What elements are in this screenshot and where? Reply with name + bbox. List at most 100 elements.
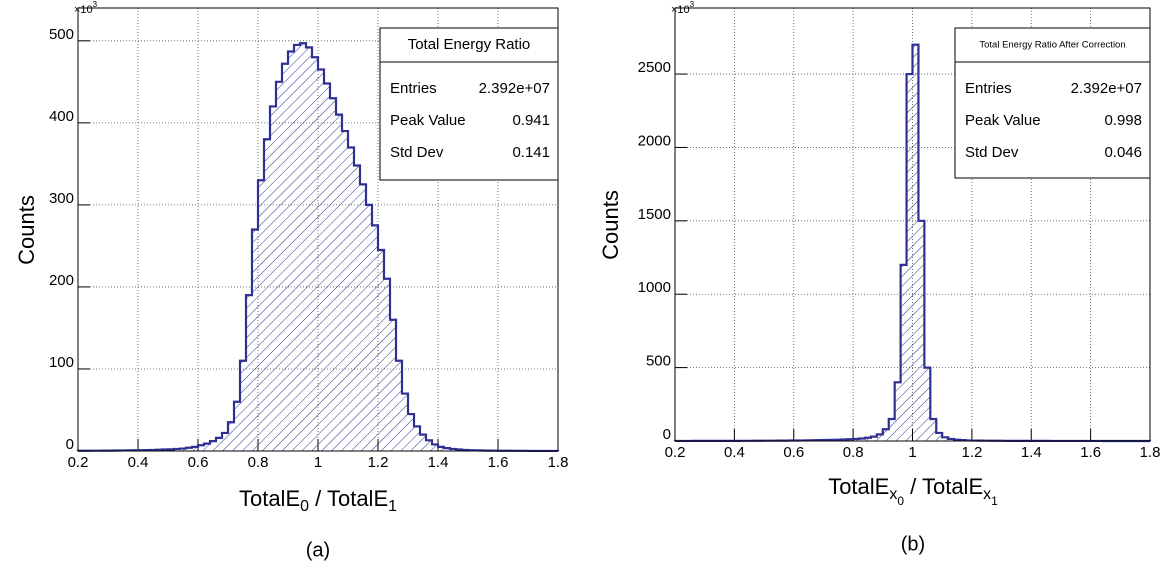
bar [180,448,186,451]
x-axis-label-part: 1 [991,494,998,508]
bar [384,278,390,451]
y-multiplier: ×103 [74,0,98,16]
stats-label: Std Dev [965,144,1019,161]
x-axis-label-part: x [983,486,991,503]
x-tick-label: 1.6 [488,454,509,471]
x-tick-label: 0.6 [783,444,804,461]
x-tick-label: 1.4 [1021,444,1042,461]
y-tick-label: 100 [49,354,74,371]
y-tick-label: 300 [49,190,74,207]
y-multiplier-base: ×10 [671,4,690,16]
bar [924,367,931,441]
stats-value: 0.941 [512,112,550,129]
x-tick-label: 1.2 [368,454,389,471]
stats-box [379,27,559,181]
bar [396,360,402,451]
bar [865,437,871,441]
x-tick-label: 1 [908,444,916,461]
x-axis-label: TotalE0 / TotalE1 [239,486,397,515]
x-tick-label: 0.8 [248,454,269,471]
stats-label: Entries [965,80,1012,97]
y-tick-label: 1000 [638,279,671,296]
bar [312,57,318,451]
bar [870,436,877,441]
bar [408,414,414,451]
y-axis-label: Counts [598,190,623,260]
x-tick-label: 0.8 [843,444,864,461]
x-tick-label: 0.2 [665,444,686,461]
y-tick-label: 1500 [638,206,671,223]
stats-value: 2.392e+07 [1071,80,1142,97]
bar [258,180,264,451]
plot-frame [674,7,1151,442]
y-multiplier-base: ×10 [74,4,93,16]
x-tick-label: 1.2 [961,444,982,461]
bar [420,434,426,451]
bar [378,250,384,451]
y-multiplier-exponent: 3 [93,0,98,9]
caption: (b) [901,533,925,555]
bar [444,448,450,451]
stats-label: Peak Value [965,112,1041,129]
x-tick-label: 1.4 [428,454,449,471]
bar [366,204,372,451]
x-axis-label-part: x [889,486,897,503]
bar [348,147,354,452]
x-axis-label-part: 1 [388,498,397,515]
bar [186,447,192,451]
stats-value: 0.141 [512,144,550,161]
bar [300,43,306,451]
bar [306,47,312,451]
bar [906,74,913,442]
bar [432,444,438,451]
x-axis-label-part: / TotalE [904,474,983,499]
bar [438,446,444,451]
x-tick-label: 1 [314,454,322,471]
stats-box [954,27,1151,179]
y-tick-label: 500 [49,26,74,43]
bar [426,440,432,451]
bar [222,432,228,451]
y-tick-label: 0 [66,436,74,453]
bar [288,51,294,452]
bar [942,437,949,441]
bar [234,401,240,451]
bar [390,319,396,451]
stats-label: Std Dev [390,144,444,161]
x-axis-label-part: 0 [897,494,904,508]
stats-label: Entries [390,80,437,97]
bar [936,432,943,441]
x-tick-label: 1.8 [548,454,569,471]
x-axis-label: TotalEx0 / TotalEx1 [828,474,998,508]
y-tick-label: 2000 [638,132,671,149]
x-tick-label: 0.4 [724,444,745,461]
bar [276,81,282,451]
bar [354,165,360,451]
bar [372,225,378,451]
y-tick-label: 500 [646,353,671,370]
x-axis-label-part: 0 [300,498,309,515]
bar [882,429,889,441]
stats-value: 0.046 [1104,144,1142,161]
bar [330,98,336,452]
bar [192,446,198,451]
bar [228,422,234,451]
plot-frame [77,7,559,452]
stats-value: 2.392e+07 [479,80,550,97]
bar [414,426,420,451]
bar [216,437,222,451]
x-tick-label: 1.8 [1140,444,1161,461]
bar [402,393,408,451]
x-axis-label-part: TotalE [828,474,889,499]
bar [900,264,907,441]
stats-title: Total Energy Ratio After Correction [979,40,1125,51]
stats-label: Peak Value [390,112,466,129]
bar [336,114,342,452]
x-tick-label: 0.2 [68,454,89,471]
bar [888,418,895,441]
bar [859,438,865,441]
y-axis-label: Counts [14,195,39,265]
x-tick-label: 0.6 [188,454,209,471]
bar [918,220,925,441]
